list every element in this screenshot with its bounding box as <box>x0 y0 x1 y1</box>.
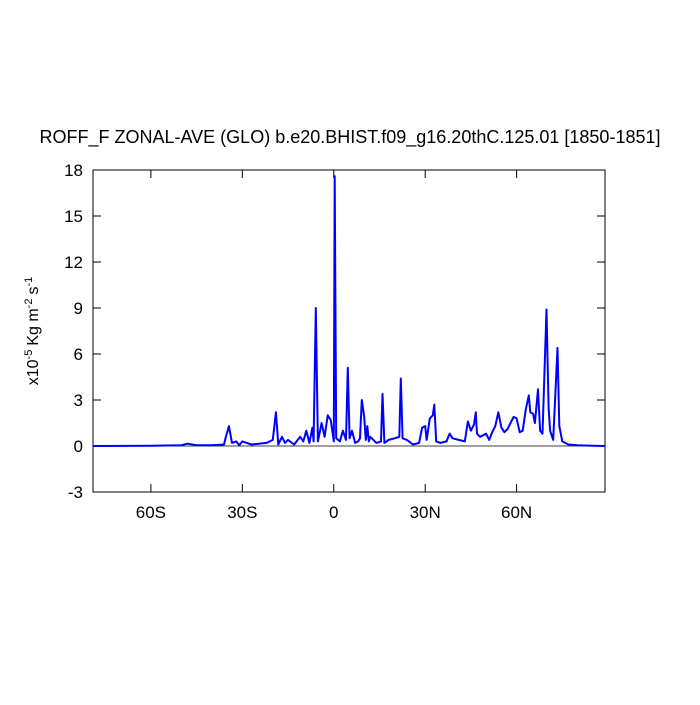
y-label-exponent: -5 <box>23 350 35 360</box>
y-tick-label: 12 <box>64 253 83 272</box>
y-label-exponent: -2 <box>23 299 35 309</box>
y-label-text: s <box>25 287 42 295</box>
data-line <box>92 175 606 447</box>
x-tick-label: 60S <box>136 503 166 522</box>
y-tick-label: 18 <box>64 161 83 180</box>
y-tick-label: 0 <box>74 437 83 456</box>
x-tick-label: 30N <box>410 503 441 522</box>
y-label-exponent: -1 <box>23 277 35 287</box>
plot-frame <box>92 169 606 493</box>
x-tick-label: 0 <box>329 503 338 522</box>
x-tick-label: 60N <box>501 503 532 522</box>
chart-title: ROFF_F ZONAL-AVE (GLO) b.e20.BHIST.f09_g… <box>40 127 661 148</box>
y-label-text: Kg m <box>25 308 42 345</box>
x-tick-label: 30S <box>227 503 257 522</box>
y-label-text: x10 <box>25 359 42 385</box>
y-tick-label: 6 <box>74 345 83 364</box>
y-axis-label: x10-5 Kg m-2 s-1 <box>23 277 42 385</box>
y-tick-label: -3 <box>68 483 83 502</box>
y-tick-label: 9 <box>74 299 83 318</box>
y-tick-label: 15 <box>64 207 83 226</box>
y-tick-label: 3 <box>74 391 83 410</box>
